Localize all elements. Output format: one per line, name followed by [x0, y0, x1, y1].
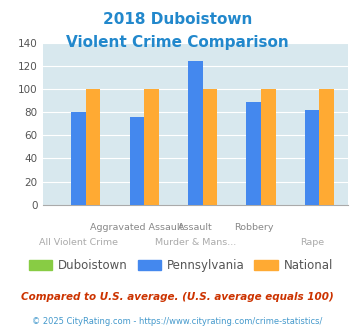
Text: All Violent Crime: All Violent Crime: [39, 238, 118, 247]
Bar: [71, 112, 86, 205]
Text: Compared to U.S. average. (U.S. average equals 100): Compared to U.S. average. (U.S. average …: [21, 292, 334, 302]
Bar: [261, 89, 275, 205]
Legend: Duboistown, Pennsylvania, National: Duboistown, Pennsylvania, National: [24, 254, 338, 277]
Bar: [144, 89, 159, 205]
Text: Rape: Rape: [300, 238, 324, 247]
Bar: [130, 117, 144, 205]
Bar: [320, 89, 334, 205]
Bar: [86, 89, 100, 205]
Text: 2018 Duboistown: 2018 Duboistown: [103, 12, 252, 26]
Text: © 2025 CityRating.com - https://www.cityrating.com/crime-statistics/: © 2025 CityRating.com - https://www.city…: [32, 317, 323, 326]
Text: Assault: Assault: [178, 223, 213, 232]
Bar: [305, 110, 320, 205]
Text: Aggravated Assault: Aggravated Assault: [90, 223, 184, 232]
Bar: [203, 89, 217, 205]
Bar: [246, 102, 261, 205]
Bar: [188, 61, 203, 205]
Text: Murder & Mans...: Murder & Mans...: [155, 238, 236, 247]
Text: Violent Crime Comparison: Violent Crime Comparison: [66, 35, 289, 50]
Text: Robbery: Robbery: [234, 223, 273, 232]
